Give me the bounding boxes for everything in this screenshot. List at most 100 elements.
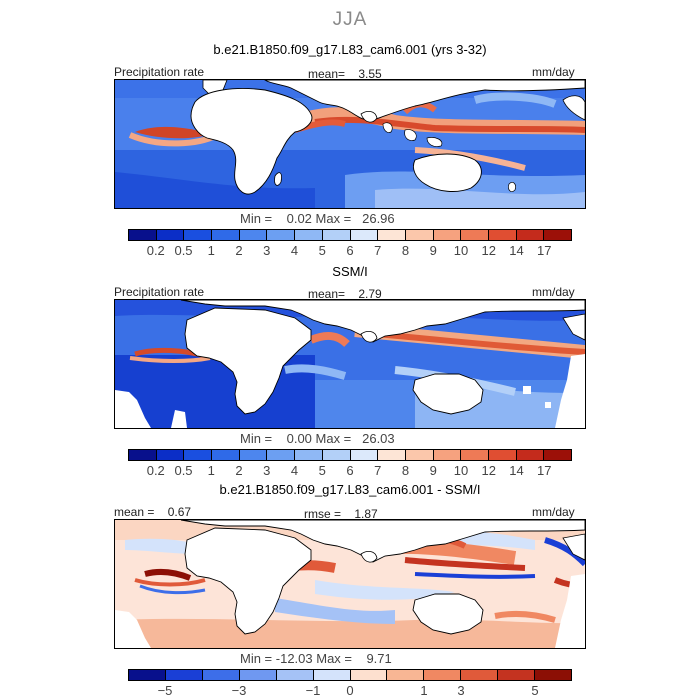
panel1-tick: 0.2 bbox=[146, 243, 165, 258]
panel3-title: b.e21.B1850.f09_g17.L83_cam6.001 - SSM/I bbox=[219, 482, 481, 497]
panel1-title: b.e21.B1850.f09_g17.L83_cam6.001 (yrs 3-… bbox=[213, 42, 487, 57]
panel2-tick: 0.2 bbox=[146, 463, 165, 478]
panel3-tick: −3 bbox=[231, 683, 247, 698]
panel2-tick: 4 bbox=[290, 463, 299, 478]
panel1-mean: mean= 3.55 bbox=[308, 67, 382, 81]
panel1-tick: 4 bbox=[290, 243, 299, 258]
panel2-tick: 1 bbox=[207, 463, 215, 478]
panel1-tick: 0.5 bbox=[174, 243, 193, 258]
panel2-colorbar-swatch bbox=[184, 450, 213, 460]
panel1-tick: 14 bbox=[509, 243, 524, 258]
panel1-map bbox=[114, 79, 586, 209]
panel3-map bbox=[114, 519, 586, 649]
panel1-tick: 1 bbox=[207, 243, 215, 258]
panel1-tick: 7 bbox=[374, 243, 382, 258]
panel3-colorbar-swatch bbox=[498, 670, 536, 680]
panel1-colorbar-swatch bbox=[350, 230, 379, 240]
panel3-tick: 5 bbox=[531, 683, 539, 698]
panel1-colorbar-swatch bbox=[156, 230, 185, 240]
panel2-colorbar-swatch bbox=[378, 450, 406, 460]
panel2-units: mm/day bbox=[532, 285, 575, 299]
panel3-units: mm/day bbox=[532, 505, 575, 519]
panel3-colorbar-swatch bbox=[350, 670, 388, 680]
panel3-colorbar-swatch bbox=[276, 670, 314, 680]
panel2-colorbar-swatch bbox=[322, 450, 351, 460]
panel2-tick: 17 bbox=[537, 463, 552, 478]
panel1-tick: 6 bbox=[346, 243, 354, 258]
panel2-colorbar-swatch bbox=[267, 450, 296, 460]
panel2-colorbar-swatch bbox=[544, 450, 571, 460]
panel1-tick: 3 bbox=[263, 243, 271, 258]
panel2-minmax: Min = 0.00 Max = 26.03 bbox=[240, 431, 395, 446]
panel2-colorbar-swatch bbox=[129, 450, 157, 460]
panel3-colorbar-swatch bbox=[239, 670, 277, 680]
panel1-colorbar-swatch bbox=[516, 230, 545, 240]
panel1-colorbar-swatch bbox=[405, 230, 434, 240]
panel2-colorbar-swatch bbox=[461, 450, 489, 460]
panel3-colorbar-swatch bbox=[129, 670, 166, 680]
panel3-colorbar bbox=[128, 669, 572, 681]
panel1-colorbar-swatch bbox=[184, 230, 213, 240]
panel2-colorbar-swatch bbox=[433, 450, 462, 460]
panel3-rmse: rmse = 1.87 bbox=[304, 507, 378, 521]
panel2-mean: mean= 2.79 bbox=[308, 287, 382, 301]
panel1-colorbar-swatch bbox=[544, 230, 571, 240]
panel2-tick: 14 bbox=[509, 463, 524, 478]
panel3-colorbar-swatch bbox=[313, 670, 351, 680]
panel2-tick: 7 bbox=[374, 463, 382, 478]
panel1-tick: 5 bbox=[318, 243, 326, 258]
panel2-colorbar-swatch bbox=[405, 450, 434, 460]
panel1-variable-label: Precipitation rate bbox=[114, 65, 205, 79]
panel3-tick: 1 bbox=[420, 683, 428, 698]
panel2-colorbar-swatch bbox=[350, 450, 379, 460]
panel1-tick: 2 bbox=[235, 243, 243, 258]
panel2-map bbox=[114, 299, 586, 429]
panel3-colorbar-swatch bbox=[461, 670, 499, 680]
panel3-colorbar-swatch bbox=[424, 670, 462, 680]
panel2-tick: 5 bbox=[318, 463, 326, 478]
panel2-tick: 6 bbox=[346, 463, 354, 478]
panel3-tick: −1 bbox=[305, 683, 321, 698]
panel1-tick: 12 bbox=[481, 243, 496, 258]
panel2-colorbar-swatch bbox=[488, 450, 517, 460]
season-title: JJA bbox=[332, 9, 368, 30]
panel3-colorbar-swatch bbox=[165, 670, 203, 680]
panel1-colorbar-swatch bbox=[295, 230, 323, 240]
panel1-colorbar bbox=[128, 229, 572, 241]
panel2-tick: 8 bbox=[401, 463, 410, 478]
panel2-tick: 2 bbox=[235, 463, 243, 478]
panel1-colorbar-swatch bbox=[212, 230, 240, 240]
panel2-variable-label: Precipitation rate bbox=[114, 285, 205, 299]
panel3-colorbar-swatch bbox=[202, 670, 240, 680]
panel2-colorbar bbox=[128, 449, 572, 461]
panel1-colorbar-swatch bbox=[129, 230, 157, 240]
panel1-tick: 9 bbox=[429, 243, 437, 258]
panel1-colorbar-swatch bbox=[488, 230, 517, 240]
panel1-colorbar-swatch bbox=[433, 230, 462, 240]
panel2-colorbar-swatch bbox=[516, 450, 545, 460]
panel1-colorbar-swatch bbox=[322, 230, 351, 240]
panel2-tick: 0.5 bbox=[174, 463, 193, 478]
panel1-colorbar-swatch bbox=[267, 230, 296, 240]
panel1-colorbar-swatch bbox=[461, 230, 489, 240]
panel2-colorbar-swatch bbox=[295, 450, 323, 460]
panel2-colorbar-swatch bbox=[212, 450, 240, 460]
panel2-colorbar-swatch bbox=[156, 450, 185, 460]
panel3-colorbar-swatch bbox=[535, 670, 572, 680]
panel1-units: mm/day bbox=[532, 65, 575, 79]
panel3-tick: −5 bbox=[157, 683, 173, 698]
panel1-colorbar-swatch bbox=[378, 230, 406, 240]
panel2-colorbar-swatch bbox=[239, 450, 268, 460]
panel2-tick: 9 bbox=[429, 463, 437, 478]
panel2-tick: 10 bbox=[453, 463, 469, 478]
panel2-title: SSM/I bbox=[332, 264, 368, 279]
panel2-tick: 12 bbox=[481, 463, 496, 478]
panel1-minmax: Min = 0.02 Max = 26.96 bbox=[240, 211, 395, 226]
panel1-tick: 17 bbox=[537, 243, 552, 258]
panel2-tick: 3 bbox=[263, 463, 271, 478]
panel3-colorbar-swatch bbox=[387, 670, 425, 680]
panel1-tick: 10 bbox=[453, 243, 469, 258]
panel3-tick: 3 bbox=[457, 683, 465, 698]
panel3-mean: mean = 0.67 bbox=[114, 505, 192, 519]
panel3-minmax: Min = -12.03 Max = 9.71 bbox=[240, 651, 392, 666]
